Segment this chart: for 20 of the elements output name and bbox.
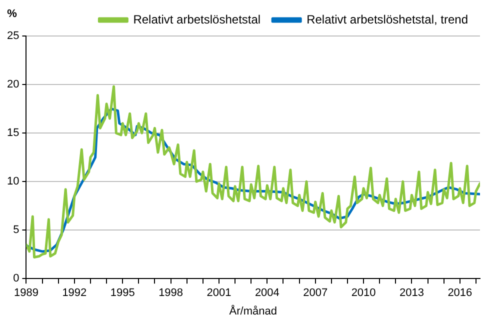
legend-label: Relativt arbetslöshetstal [133, 12, 261, 26]
x-tick-label: 2001 [206, 287, 232, 300]
x-tick-label: 1989 [14, 287, 38, 300]
y-tick-label: 10 [6, 176, 20, 188]
y-axis-title: % [7, 8, 18, 20]
x-tick-label: 2016 [448, 287, 472, 300]
x-tick-label: 1995 [110, 287, 135, 300]
y-tick-label: 20 [6, 78, 20, 91]
y-tick-label: 25 [6, 30, 20, 42]
y-tick-label: 15 [6, 127, 20, 140]
legend-label: Relativt arbetslöshetstal, trend [306, 12, 468, 26]
x-tick-label: 1998 [158, 287, 184, 300]
x-tick-label: 2004 [254, 287, 280, 300]
x-tick-label: 2010 [351, 287, 376, 300]
y-tick-label: 5 [13, 224, 20, 236]
x-tick-label: 2013 [399, 287, 424, 300]
x-axis-title: År/månad [229, 304, 277, 318]
y-tick-label: 0 [13, 272, 20, 285]
x-tick-label: 1992 [62, 287, 87, 300]
x-tick-label: 2007 [303, 287, 328, 300]
